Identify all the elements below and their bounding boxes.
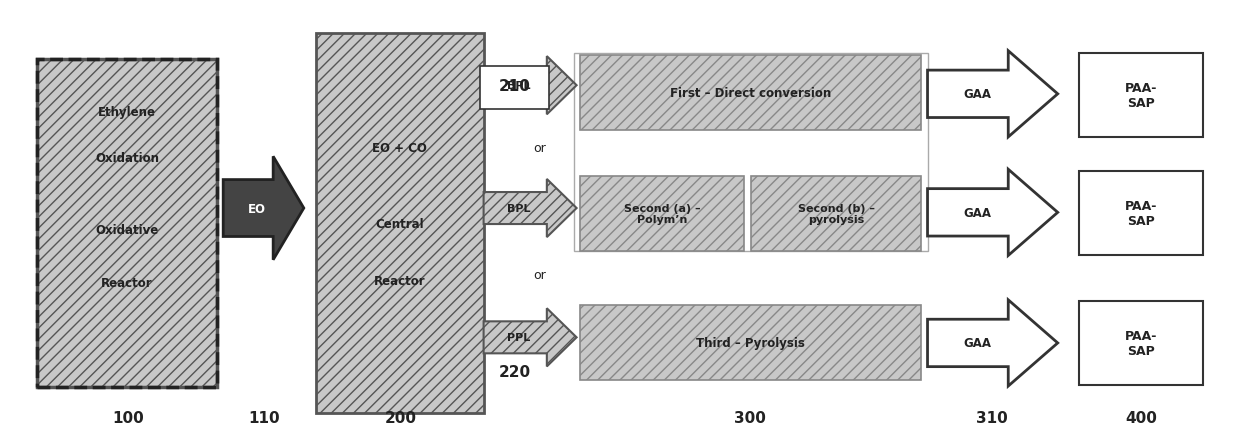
Text: GAA: GAA (963, 206, 991, 219)
Text: 200: 200 (384, 410, 417, 424)
Polygon shape (484, 57, 577, 115)
Text: PAA-
SAP: PAA- SAP (1125, 329, 1157, 357)
Polygon shape (223, 157, 304, 260)
Text: 300: 300 (734, 410, 766, 424)
Bar (37, 60, 217, 387)
Polygon shape (928, 170, 1058, 256)
Text: Oxidative: Oxidative (95, 224, 159, 236)
Text: 220: 220 (498, 365, 531, 379)
Text: BPL: BPL (507, 203, 531, 214)
Bar (751, 176, 921, 252)
Bar (574, 54, 928, 252)
Bar (1079, 54, 1203, 138)
Bar (1079, 301, 1203, 385)
Bar (580, 56, 921, 131)
Text: 400: 400 (1125, 410, 1157, 424)
Text: PAA-
SAP: PAA- SAP (1125, 200, 1157, 228)
Text: Reactor: Reactor (374, 274, 425, 287)
Bar (316, 34, 484, 413)
Text: 100: 100 (112, 410, 144, 424)
Bar (480, 67, 549, 110)
Text: or: or (533, 269, 546, 282)
Polygon shape (484, 180, 577, 237)
Text: Second (b) –
pyrolysis: Second (b) – pyrolysis (797, 203, 875, 225)
Text: GAA: GAA (963, 88, 991, 101)
Text: or: or (533, 142, 546, 155)
Text: Second (a) –
Polym’n: Second (a) – Polym’n (624, 203, 701, 225)
Polygon shape (928, 300, 1058, 386)
Text: Central: Central (376, 217, 424, 230)
Polygon shape (928, 52, 1058, 138)
Text: EO + CO: EO + CO (372, 141, 428, 154)
Bar (580, 176, 744, 252)
Text: GAA: GAA (963, 337, 991, 350)
Text: 110: 110 (248, 410, 280, 424)
Text: 310: 310 (976, 410, 1008, 424)
Text: Oxidation: Oxidation (95, 152, 159, 165)
Text: EO: EO (248, 202, 267, 215)
Bar (580, 305, 921, 381)
Text: Third – Pyrolysis: Third – Pyrolysis (697, 336, 805, 350)
Text: First – Direct conversion: First – Direct conversion (670, 87, 832, 100)
Bar (1079, 172, 1203, 256)
Text: 210: 210 (498, 79, 531, 93)
Text: BPL: BPL (507, 81, 531, 91)
Bar (37, 60, 217, 387)
Text: PAA-
SAP: PAA- SAP (1125, 82, 1157, 110)
Text: Reactor: Reactor (102, 276, 153, 289)
Text: Ethylene: Ethylene (98, 106, 156, 119)
Polygon shape (484, 309, 577, 366)
Text: PPL: PPL (507, 332, 531, 343)
